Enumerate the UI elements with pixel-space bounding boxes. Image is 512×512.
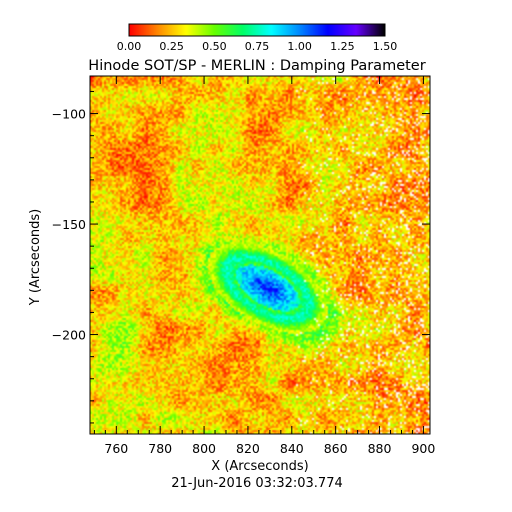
y-tick-label: −150 [52,217,86,232]
x-axis-label: X (Arcseconds) [211,459,308,474]
x-tick-label: 800 [192,441,216,456]
colorbar-ticks: 0.00 0.25 0.50 0.75 1.00 1.25 1.50 [117,40,398,53]
x-tick-label: 900 [411,441,435,456]
x-tick-label: 880 [368,441,392,456]
colorbar: 0.00 0.25 0.50 0.75 1.00 1.25 1.50 [117,23,398,53]
colorbar-frame [128,23,386,37]
colorbar-tick-label: 0.00 [117,40,142,53]
y-axis: −100 −150 −200 [52,90,430,424]
plot-area: 760 780 800 820 840 860 880 900 −100 −150 −200 [52,75,435,456]
x-tick-label: 760 [104,441,128,456]
colorbar-tick-label: 1.00 [287,40,312,53]
colorbar-tick-label: 0.25 [159,40,184,53]
y-axis-label: Y (Arcseconds) [28,209,43,306]
y-tick-label: −100 [52,107,86,122]
colorbar-tick-label: 0.50 [202,40,227,53]
plot-frame [89,75,431,435]
x-tick-label: 840 [280,441,304,456]
colorbar-gradient [129,24,385,36]
y-tick-label: −200 [52,328,86,343]
x-tick-label: 780 [148,441,172,456]
chart-title: Hinode SOT/SP - MERLIN : Damping Paramet… [88,58,425,74]
x-tick-label: 820 [236,441,260,456]
x-tick-label: 860 [324,441,348,456]
colorbar-tick-label: 0.75 [245,40,270,53]
colorbar-tick-label: 1.25 [330,40,355,53]
x-axis: 760 780 800 820 840 860 880 900 [93,76,435,456]
heatmap-image [90,76,430,434]
timestamp: 21-Jun-2016 03:32:03.774 [171,476,343,491]
colorbar-tick-label: 1.50 [373,40,398,53]
